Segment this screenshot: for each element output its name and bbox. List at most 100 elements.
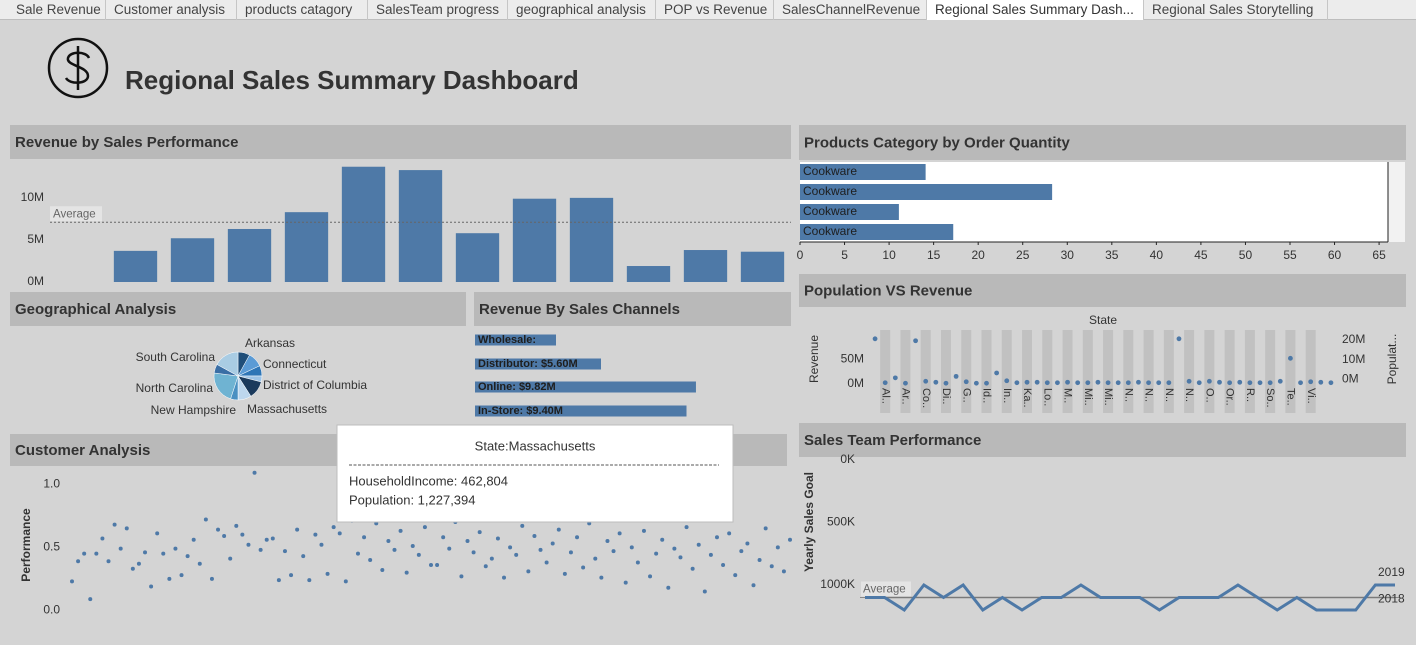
y-axis-title: Yearly Sales Goal [802,472,816,572]
dashboard-title: Regional Sales Summary Dashboard [125,65,579,95]
column-band [940,330,951,413]
dot [319,542,324,547]
x-tick-label: O.. [1203,388,1215,403]
dot [386,539,391,543]
dot [882,380,888,386]
y-tick-label: 0.0 [43,603,60,617]
category-label: Cookware [803,164,857,178]
x-tick-label: Di.. [940,388,952,405]
tab[interactable]: Regional Sales Storytelling [1144,0,1328,20]
dot [1085,380,1091,386]
tooltip-box [336,424,734,523]
column-band [1285,330,1296,413]
tab[interactable]: Customer analysis [106,0,237,20]
dot [678,555,683,560]
dot [355,551,360,556]
dot [368,557,373,562]
series-label: 2019 [1378,565,1405,579]
tab[interactable]: Regional Sales Summary Dash... [927,0,1144,20]
x-tick-label: G.. [960,388,972,403]
dot [666,585,671,590]
y-tick-label: 1000K [820,577,855,591]
dot [617,531,622,536]
value-label: Online: $9.82M [478,381,556,393]
dot [593,556,598,561]
dot [1125,380,1131,386]
x-tick-label: 30 [1061,248,1075,262]
dot [745,541,750,546]
tooltip-title: State:Massachusetts [475,438,596,453]
slice-label: Arkansas [245,336,295,350]
dot [362,535,367,540]
dot [404,570,409,575]
y-tick-label: 500K [827,515,855,529]
panel-title-bar [799,423,1406,457]
column-band [1062,330,1073,413]
dot [392,547,397,552]
x-tick-label: 60 [1328,248,1342,262]
dot [1034,379,1040,385]
x-tick-label: In.. [1001,388,1013,403]
dot [923,378,929,384]
panel-title: Revenue by Sales Performance [15,134,238,151]
tab[interactable]: Sale Revenue [8,0,106,20]
y2-tick-label: 0M [1342,372,1359,386]
line-series [865,583,1395,612]
pie-slice [216,351,239,377]
dot [933,379,939,385]
dot [76,559,81,564]
dot [684,525,689,530]
x-tick-label: Co.. [920,388,932,408]
bar [475,405,687,417]
dot [1308,379,1314,385]
value-label: Distributor: $5.60M [478,358,578,370]
dot [1146,380,1151,386]
dot [1156,380,1162,386]
tab[interactable]: SalesTeam progress [368,0,508,20]
x-tick-label: N.. [1183,388,1195,402]
tab[interactable]: POP vs Revenue [656,0,774,20]
dot [994,370,1000,376]
dot [532,533,537,538]
column-band [1163,330,1174,413]
panel-title-bar [474,292,791,326]
dot [1217,379,1222,385]
tab[interactable]: SalesChannelRevenue [774,0,927,20]
y-tick-label: 50M [841,351,864,365]
x-tick-label: Lo.. [1041,388,1053,406]
dot [769,564,774,569]
x-tick-label: 45 [1194,248,1208,262]
dot [301,554,306,559]
x-tick-label: 35 [1105,248,1119,262]
dot [892,375,898,381]
panel-title: Products Category by Order Quantity [804,134,1071,151]
dot [441,535,446,540]
x-tick-label: Ar.. [900,388,912,405]
dot [380,568,385,573]
dot [1065,379,1070,385]
dot [1298,380,1303,386]
dot [690,566,695,571]
x-tick-label: 0 [797,248,804,262]
bar [475,358,601,370]
dot [550,541,555,546]
bar [475,381,696,393]
reference-label-box [50,206,102,222]
dot [94,551,99,556]
tab[interactable]: geographical analysis [508,0,656,20]
dot [1105,380,1111,386]
dollar-icon [47,37,109,99]
dot [556,527,561,532]
dot [654,551,659,556]
dot [526,569,531,574]
dot [422,525,427,530]
dot [155,531,160,536]
dot [562,571,567,576]
dot [149,584,154,589]
tab[interactable]: products catagory [237,0,368,20]
dot [216,527,221,532]
dot [118,546,123,551]
column-band [981,330,992,413]
bar [512,198,557,282]
dot [337,531,342,536]
